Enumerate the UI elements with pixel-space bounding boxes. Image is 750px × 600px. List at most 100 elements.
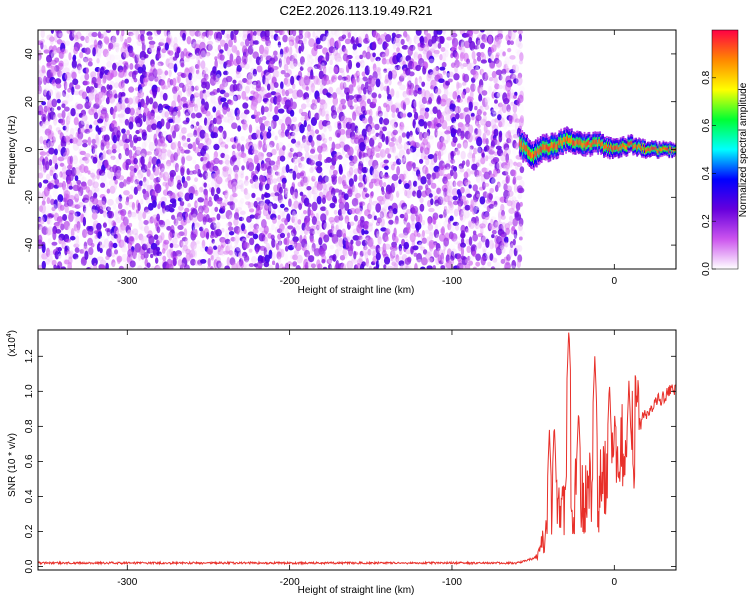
spectrogram-cell bbox=[442, 30, 446, 36]
spectrogram-cell bbox=[38, 55, 42, 65]
spectrogram-cell bbox=[181, 127, 188, 134]
spectrogram-cell bbox=[321, 259, 326, 264]
spectrogram-cell bbox=[438, 214, 444, 219]
spectrogram-cell bbox=[156, 226, 161, 234]
spectrogram-cell bbox=[52, 188, 58, 198]
spectrogram-cell bbox=[210, 94, 216, 104]
spectrogram-cell bbox=[216, 187, 221, 195]
spectrogram-cell bbox=[160, 118, 165, 127]
spectrogram-cell bbox=[167, 177, 174, 187]
spectrogram-cell bbox=[61, 180, 66, 191]
spectrogram-cell bbox=[193, 176, 200, 185]
spectrogram-cell bbox=[468, 184, 472, 189]
spectrogram-cell bbox=[466, 245, 471, 254]
spectrogram-cell bbox=[475, 175, 481, 183]
spectrogram-cell bbox=[136, 122, 141, 128]
spectrogram-cell bbox=[216, 260, 222, 269]
spectrogram-cell bbox=[46, 216, 51, 225]
spectrogram-cell bbox=[252, 233, 259, 240]
spectrogram-cell bbox=[344, 177, 349, 183]
spectrogram-cell bbox=[194, 177, 199, 183]
spectrogram-cell bbox=[361, 117, 368, 124]
spectrogram-cell bbox=[205, 137, 212, 146]
spectrogram-cell bbox=[66, 77, 72, 83]
spectrogram-cell bbox=[79, 174, 85, 181]
spectrogram-cell bbox=[121, 128, 126, 134]
spectrogram-cell bbox=[38, 239, 43, 250]
spectrogram-cell bbox=[272, 114, 279, 122]
spectrogram-cell bbox=[240, 183, 244, 192]
spectrogram-cell bbox=[176, 233, 182, 239]
spectrogram-cell bbox=[174, 162, 180, 173]
spectrogram-cell bbox=[120, 197, 127, 204]
spectrogram-cell bbox=[65, 147, 70, 156]
spectrogram-cell bbox=[219, 127, 223, 133]
spectrogram-cell bbox=[172, 141, 178, 150]
spectrogram-cell bbox=[41, 252, 48, 260]
spectrogram-cell bbox=[437, 222, 442, 228]
spectrogram-cell bbox=[127, 210, 132, 218]
spectrogram-cell bbox=[225, 75, 233, 83]
spectrogram-cell bbox=[177, 224, 184, 231]
spectrogram-cell bbox=[121, 246, 128, 253]
spectrogram-cell bbox=[248, 248, 253, 253]
spectrogram-cell bbox=[91, 32, 98, 38]
spectrogram-cell bbox=[173, 32, 180, 39]
spectrogram-cell bbox=[124, 138, 131, 144]
spectrogram-cell bbox=[84, 207, 90, 213]
spectrogram-cell bbox=[199, 226, 204, 232]
spectrogram-cell bbox=[39, 216, 45, 225]
spectrogram-cell bbox=[88, 127, 93, 133]
spectrogram-cell bbox=[110, 193, 114, 200]
spectrogram-cell bbox=[472, 30, 479, 35]
spectrogram-cell bbox=[71, 86, 75, 95]
spectrogram-cell bbox=[214, 56, 218, 61]
spectrogram-cell bbox=[188, 58, 196, 63]
spectrogram-cell bbox=[195, 69, 200, 75]
spectrogram-cell bbox=[515, 64, 523, 72]
spectrogram-cell bbox=[39, 151, 47, 156]
spectrogram-cell bbox=[93, 192, 98, 199]
spectrogram-cell bbox=[180, 96, 187, 102]
spectrogram-cell bbox=[221, 180, 228, 189]
spectrogram-cell bbox=[178, 124, 182, 129]
spectrogram-cell bbox=[51, 98, 58, 108]
spectrogram-cell bbox=[225, 136, 231, 143]
spectrogram-cell bbox=[232, 198, 238, 204]
spectrogram-cell bbox=[48, 213, 55, 219]
spectrogram-cell bbox=[485, 199, 491, 204]
spectrogram-cell bbox=[39, 95, 44, 102]
spectrogram-cell bbox=[165, 163, 171, 170]
spectrogram-cell bbox=[186, 132, 194, 138]
spectrogram-cell bbox=[242, 102, 249, 109]
spectrogram-cell bbox=[159, 171, 163, 179]
spectrogram-cell bbox=[321, 197, 326, 204]
spectrogram-cell bbox=[223, 154, 230, 161]
spectrogram-cell bbox=[325, 51, 330, 62]
spectrogram-cell bbox=[210, 222, 217, 230]
spectrogram-cell bbox=[507, 190, 514, 197]
spectrogram-cell bbox=[468, 146, 473, 157]
spectrogram-cell bbox=[233, 136, 238, 144]
spectrogram-cell bbox=[295, 225, 301, 231]
spectrogram-cell bbox=[385, 135, 389, 146]
spectrogram-cell bbox=[121, 30, 125, 37]
spectrogram-cell bbox=[204, 38, 210, 45]
spectrogram-cell bbox=[168, 118, 174, 124]
spectrogram-cell bbox=[147, 138, 151, 144]
spectrogram-cell bbox=[252, 35, 257, 41]
spectrogram-cell bbox=[143, 251, 149, 259]
spectrogram-cell bbox=[40, 30, 45, 39]
spectrogram-cell bbox=[148, 202, 154, 211]
spectrogram-cell bbox=[175, 216, 182, 226]
spectrogram-cell bbox=[95, 97, 102, 106]
spectrogram-cell bbox=[181, 236, 188, 242]
spectrogram-cell bbox=[70, 188, 76, 197]
spectrogram-cell bbox=[198, 117, 203, 123]
spectrogram-cell bbox=[84, 72, 90, 81]
spectrogram-cell bbox=[159, 225, 167, 230]
spectrogram-cell bbox=[96, 243, 101, 252]
spectrogram-cell bbox=[117, 202, 123, 210]
spectrogram-cell bbox=[484, 72, 489, 80]
spectrogram-cell bbox=[118, 114, 126, 124]
